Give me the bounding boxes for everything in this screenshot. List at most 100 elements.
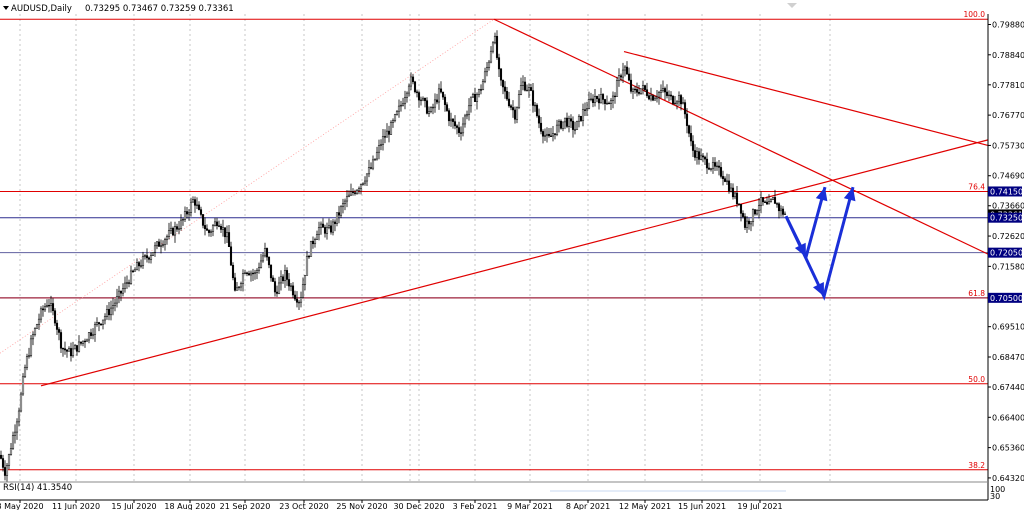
candle-body xyxy=(329,225,333,233)
candle-body xyxy=(693,150,697,158)
candle-body xyxy=(205,228,209,231)
arrowhead-icon xyxy=(815,187,828,202)
candle-body xyxy=(747,220,751,225)
candle-body xyxy=(209,231,213,233)
candle-body xyxy=(629,79,633,92)
candle-body xyxy=(505,91,509,100)
candle-body xyxy=(597,98,601,104)
candle-body xyxy=(705,158,709,169)
candle-body xyxy=(165,236,169,240)
candle-body xyxy=(737,203,741,205)
candle-body xyxy=(641,85,645,90)
candle-body xyxy=(501,79,505,88)
trend-line[interactable] xyxy=(623,51,989,147)
candle-body xyxy=(201,214,205,226)
candle-body xyxy=(571,120,575,130)
candle-body xyxy=(199,209,203,215)
candle-body xyxy=(47,305,51,307)
candle-body xyxy=(627,73,631,81)
y-tick-label: 0.76770 xyxy=(992,111,1024,120)
x-tick-label: 11 Jun 2020 xyxy=(52,502,100,510)
candle-body xyxy=(679,95,683,105)
candle-body xyxy=(661,88,665,91)
candle-body xyxy=(459,132,463,134)
candle-body xyxy=(709,168,713,170)
candle-body xyxy=(117,290,121,297)
scroll-marker-icon[interactable] xyxy=(787,3,797,8)
candle-body xyxy=(725,180,729,182)
candle-body xyxy=(255,269,259,274)
candle-body xyxy=(433,99,437,108)
candle-body xyxy=(333,221,337,224)
candle-body xyxy=(303,275,307,285)
candle-body xyxy=(653,97,657,101)
trend-line[interactable] xyxy=(493,18,989,255)
candle-body xyxy=(619,75,623,78)
candle-body xyxy=(151,252,155,256)
candle-body xyxy=(273,281,277,293)
candle-body xyxy=(541,131,545,137)
candle-body xyxy=(385,130,389,138)
candle-body xyxy=(409,76,413,87)
candle-body xyxy=(723,178,727,182)
candle-body xyxy=(293,294,297,300)
fib-trend-line[interactable] xyxy=(0,18,495,354)
candle-body xyxy=(23,367,27,378)
candle-body xyxy=(29,338,33,356)
candle-body xyxy=(81,340,85,344)
candle-body xyxy=(247,273,251,276)
candle-body xyxy=(673,102,677,105)
candle-body xyxy=(615,80,619,97)
x-tick-label: 3 Feb 2021 xyxy=(453,502,498,510)
candle-body xyxy=(239,283,243,288)
candle-body xyxy=(697,151,701,160)
candle-body xyxy=(331,221,335,233)
candle-body xyxy=(527,87,531,91)
candle-body xyxy=(345,196,349,202)
candle-body xyxy=(327,225,331,228)
candle-body xyxy=(727,180,731,192)
candle-body xyxy=(733,192,737,198)
candle-body xyxy=(437,88,441,103)
y-tick-label: 0.75730 xyxy=(992,141,1024,150)
candle-body xyxy=(197,204,201,210)
trend-line[interactable] xyxy=(40,139,989,387)
candle-body xyxy=(431,106,435,109)
candle-body xyxy=(141,256,145,266)
candle-body xyxy=(553,133,557,135)
candle-body xyxy=(781,208,785,215)
candle-body xyxy=(95,322,99,325)
candle-body xyxy=(379,144,383,146)
candle-body xyxy=(189,201,193,213)
candle-body xyxy=(159,245,163,247)
candle-body xyxy=(93,324,97,335)
fib-level-label: 76.4 xyxy=(968,182,985,191)
candle-body xyxy=(283,270,287,282)
candle-body xyxy=(491,42,495,52)
candle-body xyxy=(687,125,691,134)
candle-body xyxy=(595,96,599,99)
candle-body xyxy=(163,239,167,245)
candle-body xyxy=(539,122,543,132)
candle-body xyxy=(519,85,523,95)
candle-body xyxy=(63,348,67,351)
candle-body xyxy=(523,81,527,91)
candle-body xyxy=(609,100,613,104)
y-tick-label: 0.74690 xyxy=(992,172,1024,181)
horizontal-levels: 100.0 76.4 61.8 50.0 38.2 xyxy=(0,10,988,471)
candle-body xyxy=(759,197,763,207)
candle-body xyxy=(359,184,363,189)
candle-body xyxy=(157,241,161,247)
candle-body xyxy=(543,134,547,137)
candle-body xyxy=(3,467,7,476)
candle-body xyxy=(41,308,45,311)
candle-body xyxy=(191,199,195,203)
candle-body xyxy=(383,136,387,138)
candle-body xyxy=(425,100,429,114)
candle-body xyxy=(127,282,131,284)
collapse-triangle-icon[interactable] xyxy=(3,6,9,10)
candle-body xyxy=(767,200,771,205)
candle-body xyxy=(741,213,745,217)
